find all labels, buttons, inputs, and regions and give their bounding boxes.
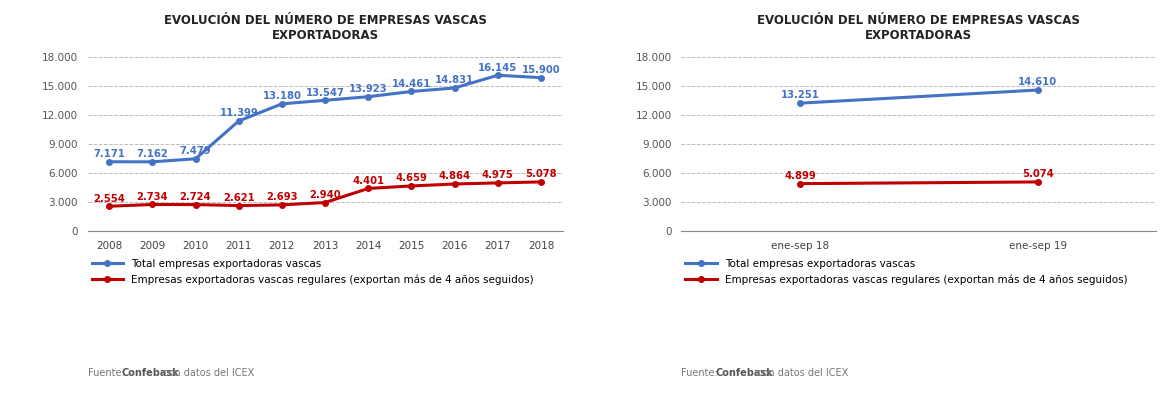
Text: 2.693: 2.693 — [266, 192, 298, 202]
Text: 11.399: 11.399 — [220, 108, 258, 118]
Text: 14.461: 14.461 — [391, 79, 431, 89]
Text: Confebask: Confebask — [121, 368, 180, 378]
Text: 4.401: 4.401 — [353, 176, 384, 186]
Text: 7.479: 7.479 — [180, 146, 211, 156]
Text: 15.900: 15.900 — [522, 65, 561, 75]
Title: EVOLUCIÓN DEL NÚMERO DE EMPRESAS VASCAS
EXPORTADORAS: EVOLUCIÓN DEL NÚMERO DE EMPRESAS VASCAS … — [757, 14, 1080, 43]
Text: con datos del ICEX: con datos del ICEX — [160, 368, 255, 378]
Text: Fuente:: Fuente: — [88, 368, 127, 378]
Text: 14.610: 14.610 — [1018, 77, 1057, 88]
Legend: Total empresas exportadoras vascas, Empresas exportadoras vascas regulares (expo: Total empresas exportadoras vascas, Empr… — [88, 255, 538, 289]
Text: 2.554: 2.554 — [93, 193, 125, 203]
Text: 4.864: 4.864 — [438, 171, 471, 181]
Text: 13.547: 13.547 — [306, 88, 345, 98]
Text: 14.831: 14.831 — [434, 75, 474, 85]
Text: 16.145: 16.145 — [478, 62, 517, 72]
Text: 5.074: 5.074 — [1022, 169, 1054, 179]
Title: EVOLUCIÓN DEL NÚMERO DE EMPRESAS VASCAS
EXPORTADORAS: EVOLUCIÓN DEL NÚMERO DE EMPRESAS VASCAS … — [164, 14, 487, 43]
Text: 2.940: 2.940 — [310, 190, 341, 200]
Text: 2.621: 2.621 — [223, 193, 255, 203]
Text: 13.251: 13.251 — [780, 90, 820, 100]
Text: 13.180: 13.180 — [263, 91, 301, 101]
Text: 2.724: 2.724 — [180, 192, 211, 202]
Legend: Total empresas exportadoras vascas, Empresas exportadoras vascas regulares (expo: Total empresas exportadoras vascas, Empr… — [681, 255, 1132, 289]
Text: 7.162: 7.162 — [137, 149, 168, 159]
Text: 4.659: 4.659 — [396, 173, 427, 183]
Text: 2.734: 2.734 — [137, 192, 168, 202]
Text: 7.171: 7.171 — [93, 149, 125, 159]
Text: con datos del ICEX: con datos del ICEX — [753, 368, 848, 378]
Text: 5.078: 5.078 — [526, 169, 557, 179]
Text: Fuente:: Fuente: — [681, 368, 721, 378]
Text: 13.923: 13.923 — [349, 84, 388, 94]
Text: 4.975: 4.975 — [482, 170, 514, 180]
Text: 4.899: 4.899 — [784, 171, 816, 181]
Text: Confebask: Confebask — [715, 368, 773, 378]
